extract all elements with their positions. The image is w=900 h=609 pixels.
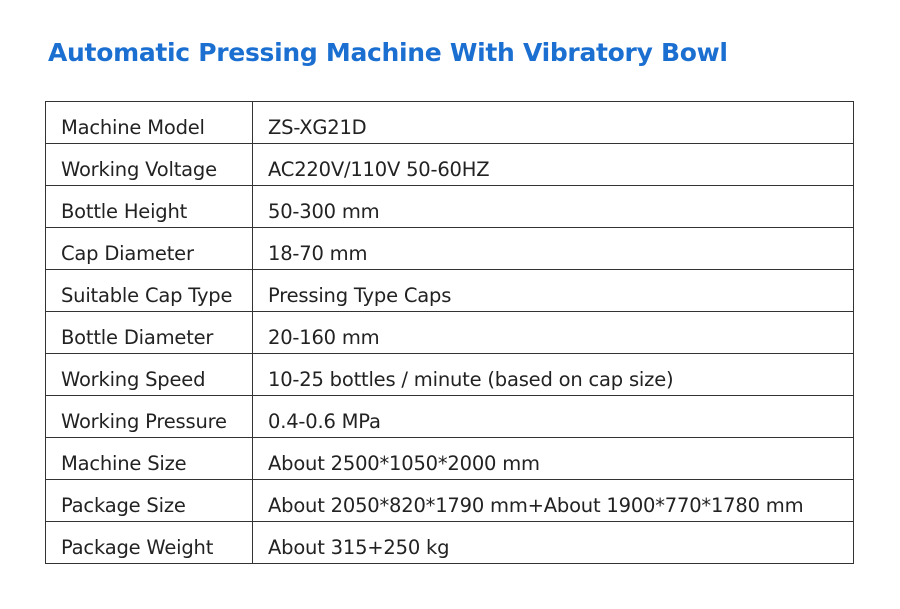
spec-name: Bottle Height bbox=[45, 185, 253, 228]
spec-table: Machine Model ZS-XG21D Working Voltage AC22… bbox=[45, 101, 854, 564]
spec-value: 18-70 mm bbox=[252, 227, 854, 270]
spec-value: 0.4-0.6 MPa bbox=[252, 395, 854, 438]
table-row: Package Size About 2050*820*1790 mm+About… bbox=[45, 479, 854, 522]
spec-value: About 2500*1050*2000 mm bbox=[252, 437, 854, 480]
table-row: Machine Size About 2500*1050*2000 mm bbox=[45, 437, 854, 480]
spec-name: Machine Size bbox=[45, 437, 253, 480]
table-row: Suitable Cap Type Pressing Type Caps bbox=[45, 269, 854, 312]
spec-name: Package Weight bbox=[45, 521, 253, 564]
table-row: Cap Diameter 18-70 mm bbox=[45, 227, 854, 270]
table-row: Package Weight About 315+250 kg bbox=[45, 521, 854, 564]
table-row: Machine Model ZS-XG21D bbox=[45, 101, 854, 144]
spec-value: AC220V/110V 50-60HZ bbox=[252, 143, 854, 186]
table-row: Bottle Diameter 20-160 mm bbox=[45, 311, 854, 354]
spec-name: Suitable Cap Type bbox=[45, 269, 253, 312]
table-row: Bottle Height 50-300 mm bbox=[45, 185, 854, 228]
title: Automatic Pressing Machine With Vibrator… bbox=[48, 38, 728, 67]
spec-name: Bottle Diameter bbox=[45, 311, 253, 354]
table-row: Working Voltage AC220V/110V 50-60HZ bbox=[45, 143, 854, 186]
spec-name: Package Size bbox=[45, 479, 253, 522]
spec-name: Cap Diameter bbox=[45, 227, 253, 270]
spec-value: About 315+250 kg bbox=[252, 521, 854, 564]
spec-value: 50-300 mm bbox=[252, 185, 854, 228]
spec-value: Pressing Type Caps bbox=[252, 269, 854, 312]
table-row: Working Pressure 0.4-0.6 MPa bbox=[45, 395, 854, 438]
spec-value: 10-25 bottles / minute (based on cap siz… bbox=[252, 353, 854, 396]
spec-name: Working Speed bbox=[45, 353, 253, 396]
table-body: Machine Model ZS-XG21D Working Voltage AC22… bbox=[45, 101, 854, 564]
spec-value: About 2050*820*1790 mm+About 1900*770*17… bbox=[252, 479, 854, 522]
spec-value: 20-160 mm bbox=[252, 311, 854, 354]
spec-name: Working Voltage bbox=[45, 143, 253, 186]
spec-name: Working Pressure bbox=[45, 395, 253, 438]
spec-value: ZS-XG21D bbox=[252, 101, 854, 144]
spec-name: Machine Model bbox=[45, 101, 253, 144]
table-row: Working Speed 10-25 bottles / minute (bas… bbox=[45, 353, 854, 396]
